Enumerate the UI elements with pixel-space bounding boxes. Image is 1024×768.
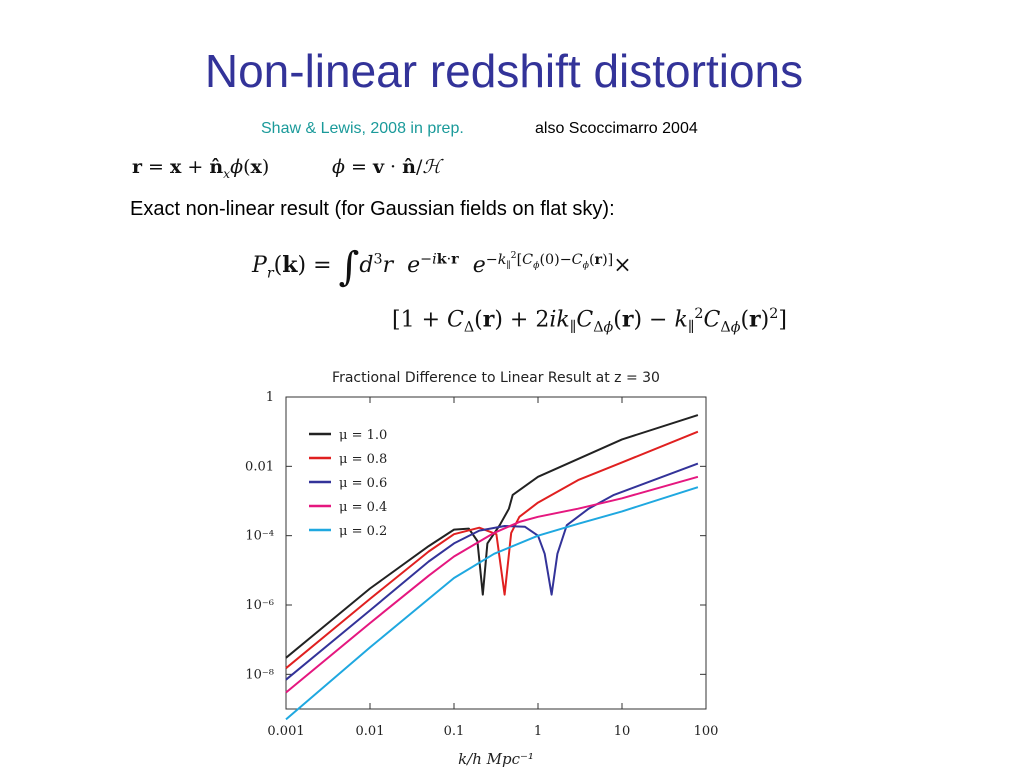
y-tick-label: 0.01 (245, 459, 274, 474)
series-line-3 (285, 475, 699, 694)
series-line-2 (285, 462, 699, 681)
legend-label: μ = 0.6 (339, 476, 387, 491)
plot-frame (285, 396, 707, 710)
reference-note: also Scoccimarro 2004 (535, 120, 698, 137)
x-tick-label: 0.1 (444, 724, 465, 739)
mapping-equation: r = x + n̂xϕ(x) (132, 156, 270, 181)
body-text: Exact non-linear result (for Gaussian fi… (130, 198, 615, 220)
series-line-4 (285, 486, 699, 721)
x-tick-label: 1 (534, 724, 542, 739)
slide-title: Non-linear redshift distortions (204, 45, 804, 97)
phi-equation: ϕ = v · n̂/ℋ (332, 156, 442, 178)
x-tick-label: 10 (614, 724, 631, 739)
x-tick-label: 0.01 (356, 724, 385, 739)
power-spectrum-equation-line1: Pr(k) = ∫d3r e−ik·r e−k∥2[Cϕ(0)−Cϕ(r)]× (252, 244, 632, 290)
chart-title: Fractional Difference to Linear Result a… (332, 370, 660, 386)
x-tick-label: 0.001 (267, 724, 304, 739)
legend-label: μ = 0.4 (339, 500, 387, 515)
legend-label: μ = 1.0 (339, 428, 387, 443)
series-line-0 (285, 414, 699, 659)
y-tick-label: 10⁻⁶ (245, 598, 274, 613)
y-tick-label: 10⁻⁴ (245, 529, 274, 544)
legend-label: μ = 0.8 (339, 452, 387, 467)
y-tick-label: 10⁻⁸ (245, 667, 274, 682)
series-line-1 (285, 430, 699, 669)
legend-label: μ = 0.2 (339, 524, 387, 539)
x-tick-label: 100 (694, 724, 719, 739)
y-tick-label: 1 (266, 390, 274, 405)
x-axis-label: k/h Mpc⁻¹ (458, 750, 534, 768)
reference-link[interactable]: Shaw & Lewis, 2008 in prep. (261, 120, 464, 137)
power-spectrum-equation-line2: [1 + CΔ(r) + 2ik∥CΔϕ(r) − k∥2CΔϕ(r)2] (392, 306, 787, 336)
